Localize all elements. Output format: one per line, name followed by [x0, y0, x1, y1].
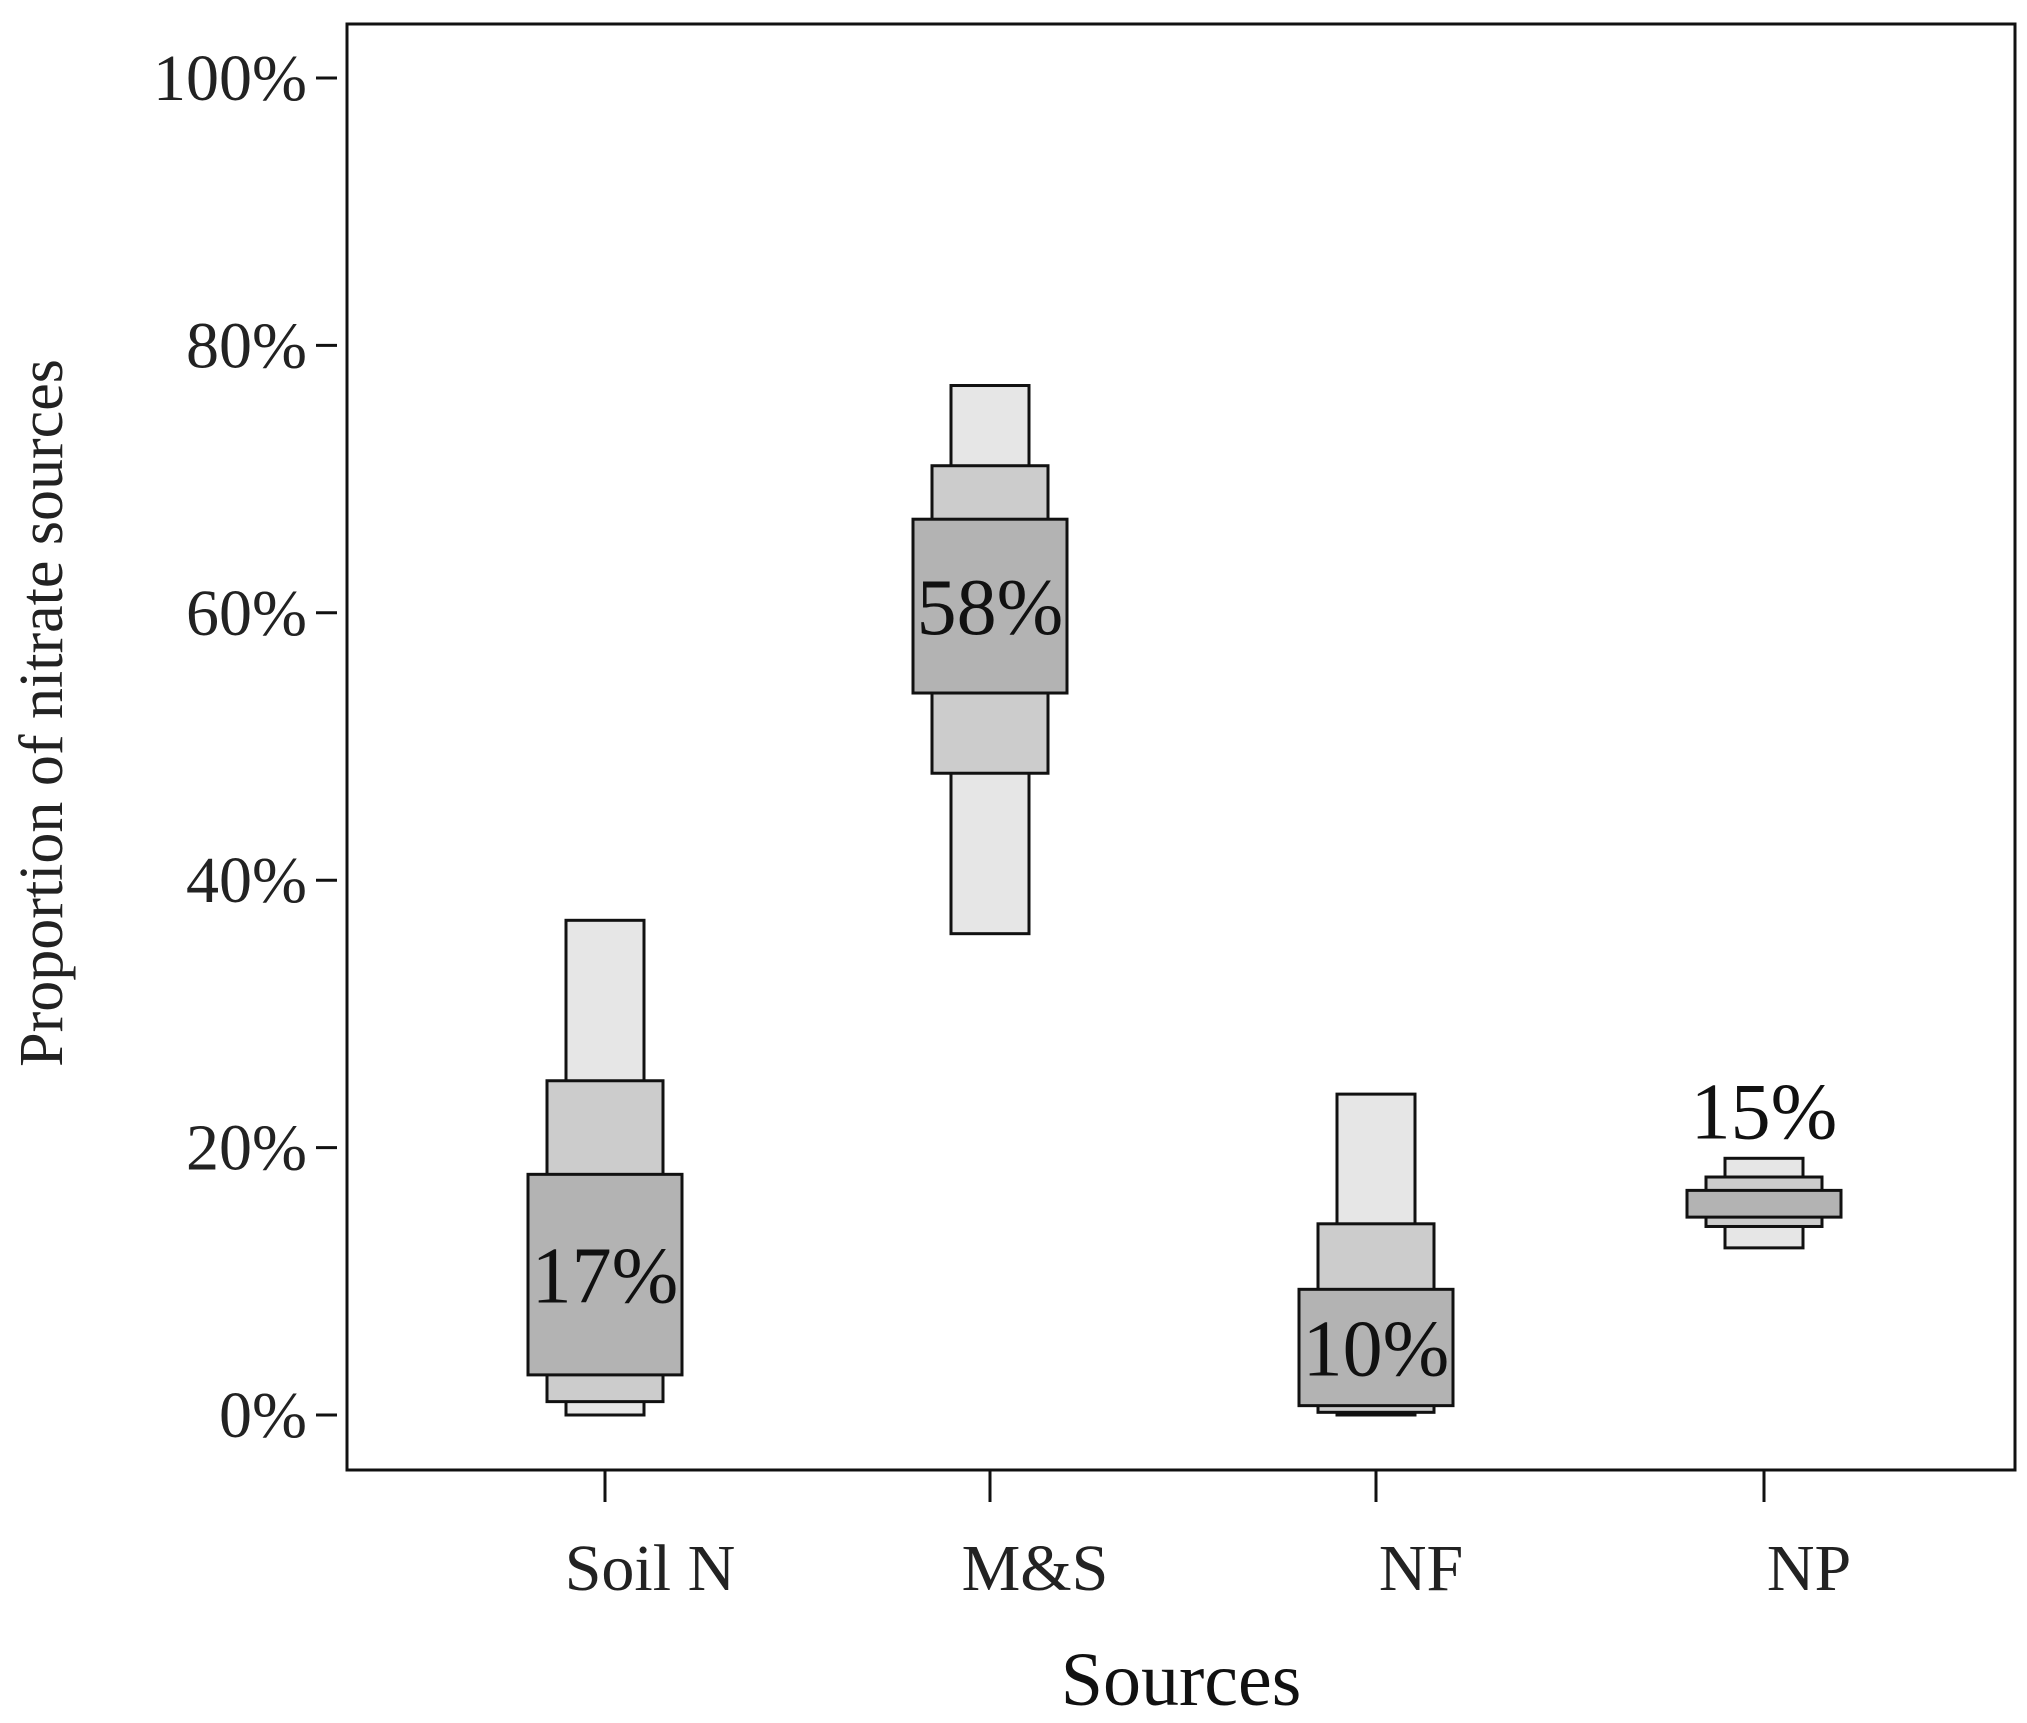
plot-frame — [345, 22, 2017, 1472]
y-tick-label: 40% — [186, 844, 307, 917]
y-axis-title: Proportion of nitrate sources — [8, 359, 76, 1067]
x-category-label: Soil N — [565, 1532, 736, 1605]
y-tick-label: 0% — [219, 1379, 307, 1452]
interval-box-inner — [1297, 1287, 1455, 1408]
y-tick-label: 80% — [186, 309, 307, 382]
y-tick-label: 100% — [153, 42, 307, 115]
data-label: 15% — [1691, 1068, 1838, 1156]
x-axis: Soil N M&S NF NP — [565, 1470, 1851, 1605]
y-axis: 0% 20% 40% 60% 80% 100% — [153, 42, 337, 1452]
x-category-label: NP — [1767, 1532, 1851, 1605]
interval-box-inner — [911, 517, 1069, 695]
data-label: 10% — [1303, 1305, 1450, 1393]
y-tick-label: 60% — [186, 577, 307, 650]
interval-box-inner — [1685, 1188, 1843, 1219]
interval-boxes — [526, 384, 1843, 1417]
x-axis-title: Sources — [1061, 1638, 1302, 1722]
data-labels: 17% 58% 10% 15% — [532, 564, 1838, 1393]
x-category-label: NF — [1379, 1532, 1463, 1605]
data-label: 17% — [532, 1233, 679, 1321]
data-label: 58% — [917, 564, 1064, 652]
y-tick-label: 20% — [186, 1112, 307, 1185]
interval-box-inner — [526, 1172, 684, 1377]
x-category-label: M&S — [962, 1532, 1109, 1605]
